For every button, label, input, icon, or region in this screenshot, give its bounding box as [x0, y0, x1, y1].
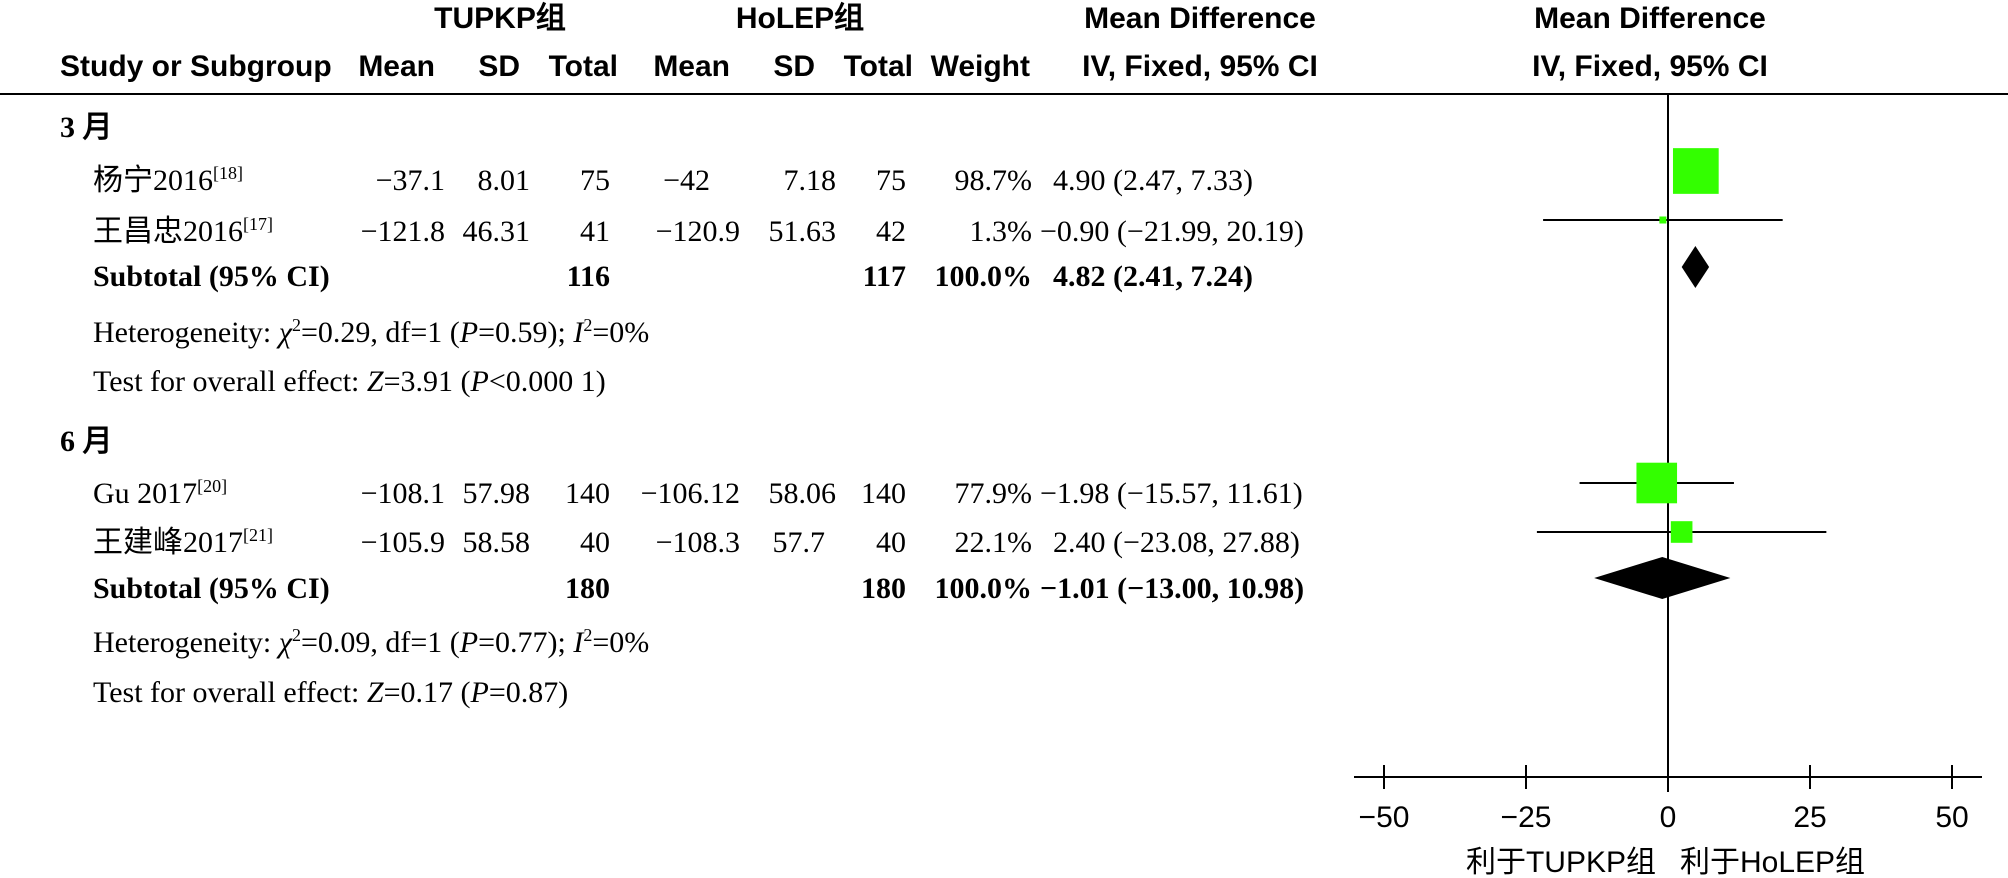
subtotal-label: Subtotal (95% CI) — [93, 572, 330, 605]
col-mean2: Mean — [653, 50, 730, 83]
col-weight: Weight — [930, 50, 1030, 83]
reference: [21] — [243, 525, 273, 546]
total1-value: 40 — [580, 526, 610, 559]
study-marker — [1670, 521, 1693, 543]
col-total2: Total — [843, 50, 913, 83]
md-title-table: Mean Difference — [1084, 2, 1316, 35]
mean1-value: −121.8 — [360, 215, 445, 248]
subtotal-total1: 180 — [565, 572, 610, 605]
total1-value: 41 — [580, 215, 610, 248]
mean2-value: −106.12 — [640, 477, 740, 510]
mean2-value: −42 — [663, 164, 710, 197]
total2-value: 140 — [861, 477, 906, 510]
col-mean1: Mean — [358, 50, 435, 83]
reference: [17] — [243, 214, 273, 235]
study-marker — [1672, 148, 1719, 194]
x-tick-label: 50 — [1935, 801, 1968, 834]
total1-value: 140 — [565, 477, 610, 510]
ci-value: 4.90 (2.47, 7.33) — [1053, 164, 1253, 197]
sd2-value: 58.06 — [768, 477, 837, 510]
study-name: 王昌忠2016[17] — [93, 214, 273, 248]
study-name: Gu 2017[20] — [93, 476, 228, 510]
sd1-value: 58.58 — [462, 526, 531, 559]
overall-effect-text: Test for overall effect: Z=3.91 (P<0.000… — [93, 365, 606, 398]
x-tick-label: 25 — [1793, 801, 1826, 834]
weight-value: 98.7% — [954, 164, 1033, 197]
study-marker — [1636, 462, 1678, 504]
subtotal-total2: 117 — [862, 260, 906, 293]
x-tick-label: −50 — [1359, 801, 1410, 834]
subtotal-diamond — [1681, 246, 1710, 288]
col-ci-plot: IV, Fixed, 95% CI — [1532, 50, 1768, 83]
mean1-value: −105.9 — [360, 526, 445, 559]
subtotal-label: Subtotal (95% CI) — [93, 260, 330, 293]
x-tick-label: −25 — [1501, 801, 1552, 834]
sd1-value: 8.01 — [477, 164, 531, 197]
subtotal-weight: 100.0% — [934, 260, 1033, 293]
md-title-plot: Mean Difference — [1534, 2, 1766, 35]
subtotal-diamond — [1594, 557, 1731, 599]
reference: [20] — [197, 476, 228, 497]
favours-left-label: 利于TUPKP组 — [1466, 846, 1656, 878]
ci-value: −0.90 (−21.99, 20.19) — [1040, 215, 1304, 248]
weight-value: 77.9% — [954, 477, 1033, 510]
subtotal-ci: −1.01 (−13.00, 10.98) — [1040, 572, 1305, 605]
col-sd2: SD — [773, 50, 815, 83]
total2-value: 40 — [876, 526, 906, 559]
mean1-value: −37.1 — [375, 164, 445, 197]
favours-right-label: 利于HoLEP组 — [1680, 846, 1865, 878]
subgroup-label: 3 月 — [60, 111, 113, 144]
col-ci: IV, Fixed, 95% CI — [1082, 50, 1318, 83]
total2-value: 75 — [876, 164, 906, 197]
x-tick-label: 0 — [1660, 801, 1677, 834]
col-total1: Total — [548, 50, 618, 83]
study-marker — [1659, 216, 1667, 224]
sd2-value: 51.63 — [768, 215, 837, 248]
mean2-value: −108.3 — [655, 526, 740, 559]
sd2-value: 7.18 — [783, 164, 837, 197]
subgroup-label: 6 月 — [60, 425, 113, 458]
col-study: Study or Subgroup — [60, 50, 332, 83]
weight-value: 22.1% — [954, 526, 1033, 559]
weight-value: 1.3% — [969, 215, 1033, 248]
sd1-value: 46.31 — [462, 215, 531, 248]
ci-value: 2.40 (−23.08, 27.88) — [1053, 526, 1300, 559]
group2-header: HoLEP组 — [735, 2, 865, 35]
heterogeneity-text: Heterogeneity: χ2=0.09, df=1 (P=0.77); I… — [93, 625, 650, 659]
mean1-value: −108.1 — [360, 477, 445, 510]
total1-value: 75 — [580, 164, 610, 197]
sd1-value: 57.98 — [462, 477, 531, 510]
group1-header: TUPKP组 — [434, 2, 566, 35]
overall-effect-text: Test for overall effect: Z=0.17 (P=0.87) — [93, 676, 569, 709]
subtotal-total2: 180 — [861, 572, 906, 605]
sd2-value: 57.7 — [772, 526, 826, 559]
reference: [18] — [213, 163, 243, 184]
heterogeneity-text: Heterogeneity: χ2=0.29, df=1 (P=0.59); I… — [93, 315, 650, 349]
subtotal-total1: 116 — [566, 260, 610, 293]
subtotal-ci: 4.82 (2.41, 7.24) — [1053, 260, 1253, 293]
total2-value: 42 — [876, 215, 906, 248]
study-name: 王建峰2017[21] — [93, 525, 273, 559]
ci-value: −1.98 (−15.57, 11.61) — [1040, 477, 1303, 510]
col-sd1: SD — [478, 50, 520, 83]
mean2-value: −120.9 — [655, 215, 740, 248]
subtotal-weight: 100.0% — [934, 572, 1033, 605]
study-name: 杨宁2016[18] — [93, 163, 243, 197]
